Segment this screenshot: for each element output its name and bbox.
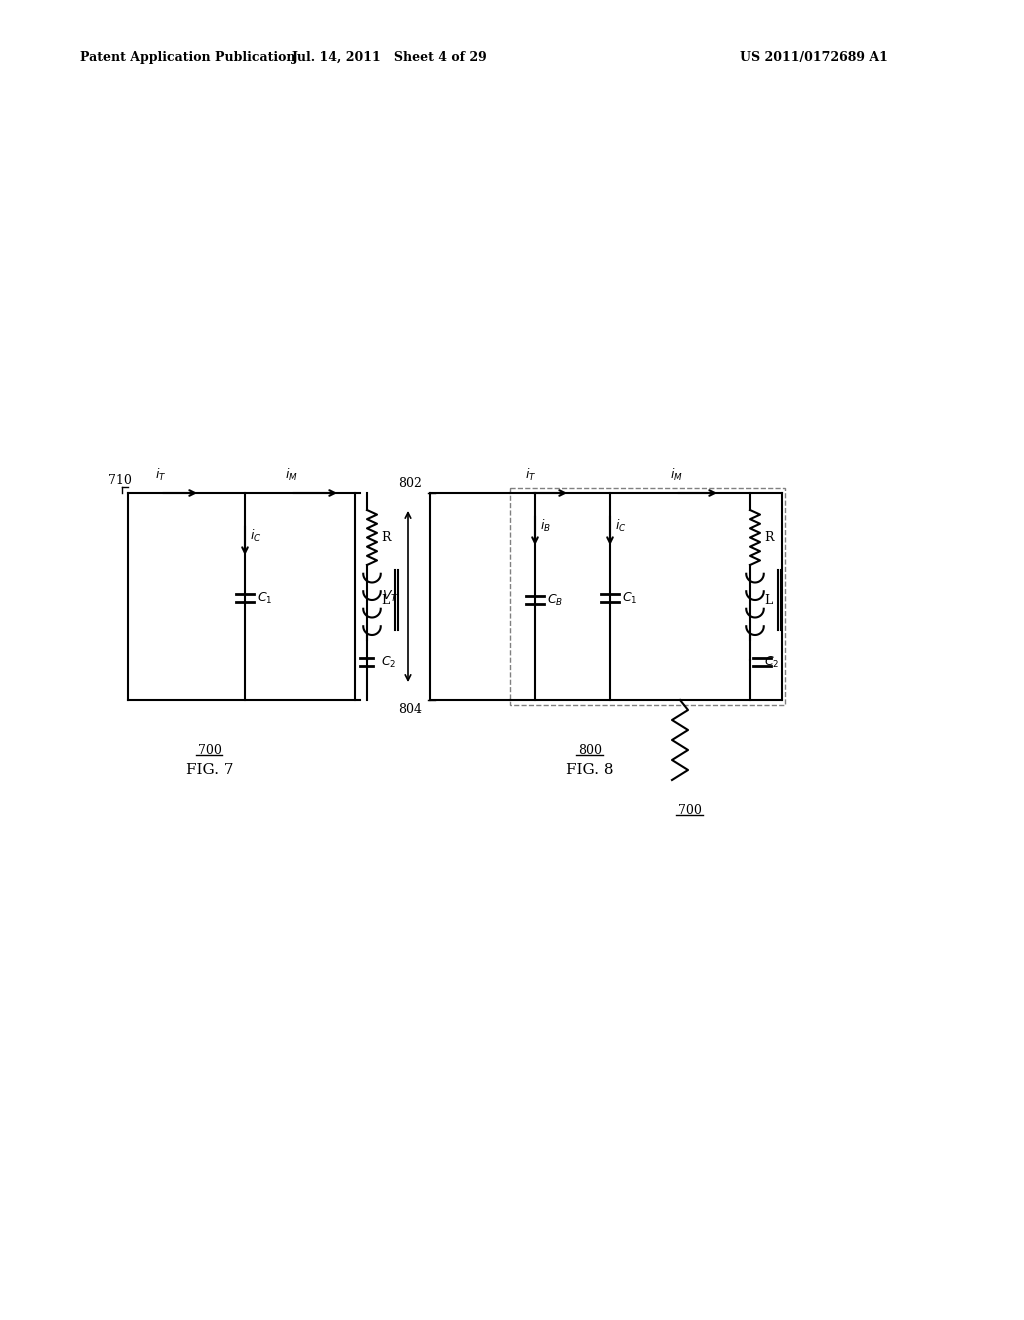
Text: 804: 804	[398, 704, 422, 715]
Text: 710: 710	[108, 474, 132, 487]
Text: R: R	[764, 531, 773, 544]
Text: $i_T$: $i_T$	[155, 467, 166, 483]
Text: Jul. 14, 2011   Sheet 4 of 29: Jul. 14, 2011 Sheet 4 of 29	[292, 51, 487, 65]
Text: $i_C$: $i_C$	[250, 528, 261, 544]
Bar	[510, 488, 785, 705]
Text: R: R	[381, 531, 390, 544]
Text: L: L	[381, 594, 389, 606]
Text: $C_1$: $C_1$	[257, 590, 272, 606]
Text: FIG. 8: FIG. 8	[566, 763, 613, 777]
Text: 802: 802	[398, 477, 422, 490]
Text: $C_2$: $C_2$	[381, 655, 396, 669]
Text: $i_M$: $i_M$	[285, 467, 298, 483]
Text: $i_M$: $i_M$	[670, 467, 683, 483]
Text: $i_T$: $i_T$	[525, 467, 537, 483]
Text: FIG. 7: FIG. 7	[186, 763, 233, 777]
Text: $V_T$: $V_T$	[382, 589, 398, 605]
Text: $C_B$: $C_B$	[547, 593, 563, 607]
Text: $C_2$: $C_2$	[764, 655, 779, 669]
Text: Patent Application Publication: Patent Application Publication	[80, 51, 296, 65]
Text: 800: 800	[578, 743, 602, 756]
Text: $i_B$: $i_B$	[540, 517, 551, 535]
Text: 700: 700	[678, 804, 701, 817]
Text: $i_C$: $i_C$	[615, 517, 627, 535]
Text: L: L	[764, 594, 772, 606]
Text: $C_1$: $C_1$	[622, 590, 638, 606]
Text: US 2011/0172689 A1: US 2011/0172689 A1	[740, 51, 888, 65]
Text: 700: 700	[198, 743, 222, 756]
